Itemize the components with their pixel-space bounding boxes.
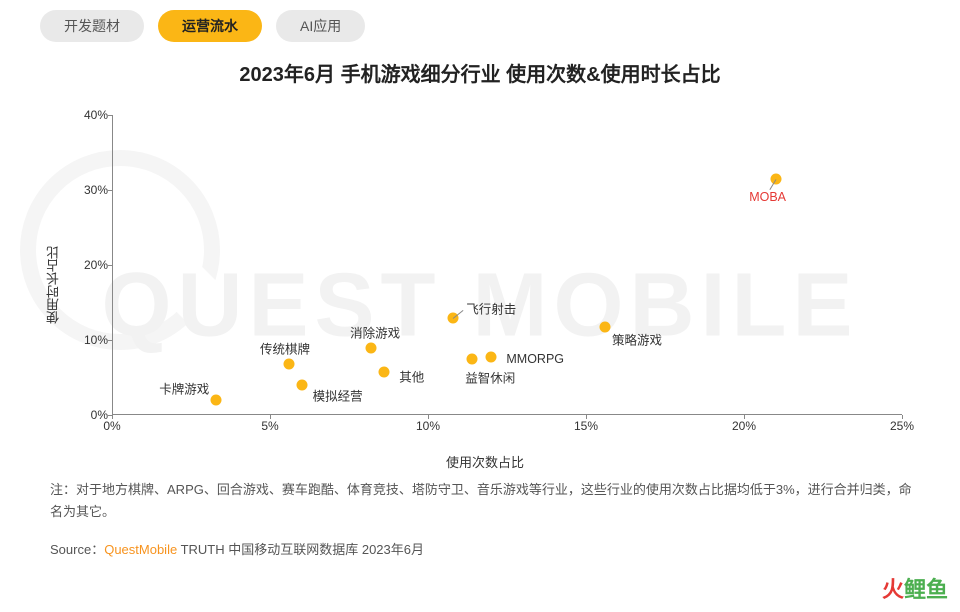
x-tick-mark — [112, 415, 113, 419]
scatter-chart: 使用时长占比 0%10%20%30%40%0%5%10%15%20%25%卡牌游… — [50, 105, 920, 465]
y-tick: 30% — [74, 183, 108, 197]
data-label-0: 卡牌游戏 — [159, 379, 209, 398]
tab-1[interactable]: 运营流水 — [158, 10, 262, 42]
x-tick: 15% — [574, 419, 598, 433]
source-prefix: Source： — [50, 542, 104, 557]
x-tick: 5% — [261, 419, 278, 433]
data-label-8: 策略游戏 — [612, 329, 662, 348]
x-tick-mark — [902, 415, 903, 419]
source-line: Source：QuestMobile TRUTH 中国移动互联网数据库 2023… — [50, 539, 920, 558]
source-rest: TRUTH 中国移动互联网数据库 2023年6月 — [177, 542, 424, 557]
data-point-1 — [283, 359, 294, 370]
tab-0[interactable]: 开发题材 — [40, 10, 144, 42]
chart-title: 2023年6月 手机游戏细分行业 使用次数&使用时长占比 — [40, 58, 920, 87]
y-tick: 40% — [74, 108, 108, 122]
x-tick-mark — [744, 415, 745, 419]
data-label-5: 飞行射击 — [466, 298, 516, 317]
x-tick: 20% — [732, 419, 756, 433]
x-tick: 25% — [890, 419, 914, 433]
data-label-6: 益智休闲 — [465, 367, 515, 386]
x-tick: 0% — [103, 419, 120, 433]
corner-logo: 火鲤鱼 — [882, 572, 948, 604]
source-brand: QuestMobile — [104, 542, 177, 557]
data-point-4 — [378, 366, 389, 377]
data-label-4: 其他 — [399, 366, 424, 385]
y-tick: 20% — [74, 258, 108, 272]
tab-bar: 开发题材运营流水 AI应用 — [40, 10, 920, 42]
tab-2[interactable]: AI应用 — [276, 10, 365, 42]
data-point-7 — [486, 351, 497, 362]
x-tick-mark — [586, 415, 587, 419]
data-point-0 — [211, 395, 222, 406]
footnote: 注：对于地方棋牌、ARPG、回合游戏、赛车跑酷、体育竞技、塔防守卫、音乐游戏等行… — [50, 479, 920, 523]
x-tick-mark — [428, 415, 429, 419]
footnote-prefix: 注： — [50, 482, 76, 497]
data-point-6 — [467, 353, 478, 364]
x-axis-label: 使用次数占比 — [446, 452, 524, 471]
y-tick-mark — [108, 190, 112, 191]
data-label-3: 消除游戏 — [350, 322, 400, 341]
data-label-1: 传统棋牌 — [260, 339, 310, 358]
y-tick: 10% — [74, 333, 108, 347]
x-tick: 10% — [416, 419, 440, 433]
data-point-8 — [599, 321, 610, 332]
x-tick-mark — [270, 415, 271, 419]
data-label-9: MOBA — [749, 190, 786, 204]
footnote-text: 对于地方棋牌、ARPG、回合游戏、赛车跑酷、体育竞技、塔防守卫、音乐游戏等行业，… — [50, 482, 912, 519]
data-label-2: 模拟经营 — [313, 386, 363, 405]
y-tick-mark — [108, 265, 112, 266]
data-label-7: MMORPG — [506, 352, 564, 366]
y-tick-mark — [108, 115, 112, 116]
data-point-3 — [366, 342, 377, 353]
y-tick-mark — [108, 340, 112, 341]
y-axis-label: 使用时长占比 — [44, 246, 63, 324]
data-point-2 — [296, 380, 307, 391]
